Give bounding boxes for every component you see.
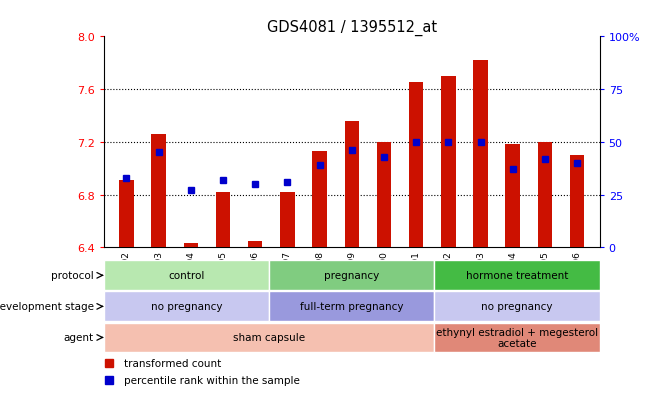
- Bar: [104, 261, 269, 291]
- Text: no pregnancy: no pregnancy: [481, 301, 553, 312]
- Bar: [104, 292, 269, 321]
- Bar: [434, 323, 600, 353]
- Bar: [434, 261, 600, 291]
- Bar: [312, 152, 327, 248]
- Bar: [184, 244, 198, 248]
- Text: protocol: protocol: [51, 271, 94, 281]
- Bar: [441, 77, 456, 248]
- Bar: [409, 83, 423, 248]
- Bar: [570, 156, 584, 248]
- Bar: [505, 145, 520, 248]
- Bar: [377, 142, 391, 248]
- Text: ethynyl estradiol + megesterol
acetate: ethynyl estradiol + megesterol acetate: [436, 327, 598, 349]
- Bar: [216, 192, 230, 248]
- Text: hormone treatment: hormone treatment: [466, 271, 568, 281]
- Bar: [434, 292, 600, 321]
- Bar: [344, 121, 359, 248]
- Text: control: control: [168, 271, 204, 281]
- Text: pregnancy: pregnancy: [324, 271, 379, 281]
- Text: development stage: development stage: [0, 301, 94, 312]
- Bar: [119, 180, 133, 248]
- Bar: [269, 292, 434, 321]
- Bar: [248, 241, 263, 248]
- Text: sham capsule: sham capsule: [233, 332, 305, 343]
- Title: GDS4081 / 1395512_at: GDS4081 / 1395512_at: [267, 20, 437, 36]
- Bar: [473, 61, 488, 248]
- Text: percentile rank within the sample: percentile rank within the sample: [124, 375, 299, 385]
- Text: full-term pregnancy: full-term pregnancy: [300, 301, 403, 312]
- Text: no pregnancy: no pregnancy: [151, 301, 222, 312]
- Bar: [280, 192, 295, 248]
- Bar: [269, 261, 434, 291]
- Bar: [151, 135, 166, 248]
- Bar: [538, 142, 552, 248]
- Text: agent: agent: [64, 332, 94, 343]
- Bar: [104, 323, 434, 353]
- Text: transformed count: transformed count: [124, 358, 221, 368]
